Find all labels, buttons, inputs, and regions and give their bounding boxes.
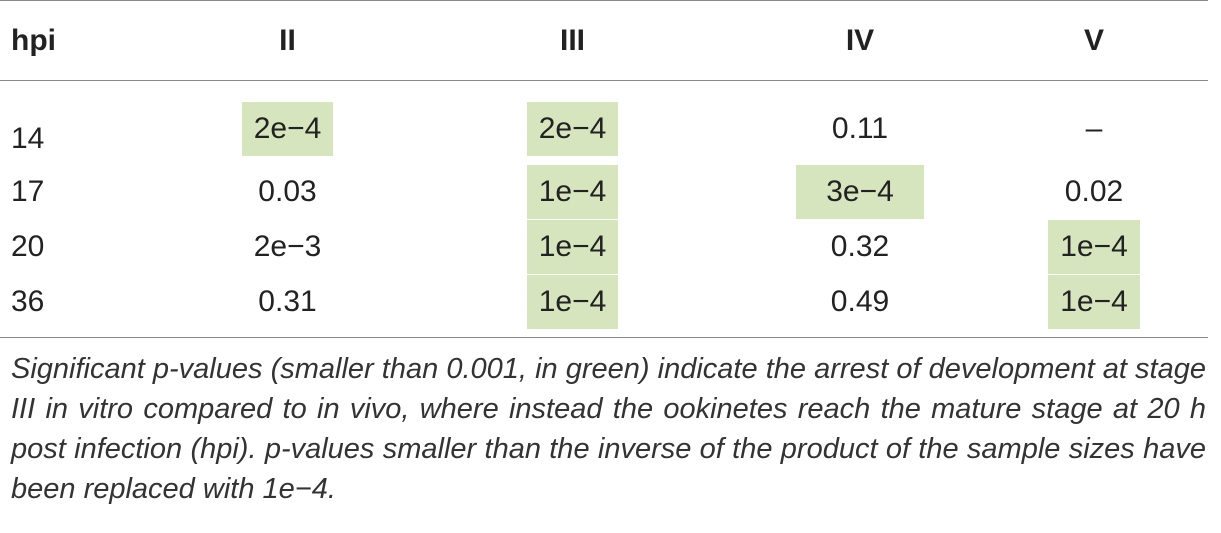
cell-value: 0.32 [830, 230, 890, 263]
table-cell: 2e−4 [170, 81, 405, 165]
table-footnote: Significant p-values (smaller than 0.001… [11, 352, 1206, 505]
table-cell: 0.32 [740, 220, 980, 275]
column-header-stage-ii: II [170, 0, 405, 81]
cell-value-significant: 3e−4 [796, 165, 924, 219]
table-cell: 0.03 [170, 165, 405, 220]
cell-value: 0.31 [258, 284, 317, 318]
cell-value: 0.03 [258, 175, 317, 208]
table-cell: – [980, 81, 1208, 165]
column-header-hpi: hpi [0, 0, 170, 81]
header-row: hpi II III IV V [0, 0, 1208, 81]
cell-value-significant: 1e−4 [526, 165, 619, 219]
cell-value: 2e−3 [253, 230, 322, 263]
table-cell: 1e−4 [980, 220, 1208, 275]
table-cell: 0.11 [740, 81, 980, 165]
column-header-stage-iii: III [405, 0, 740, 81]
table-cell: 3e−4 [740, 165, 980, 220]
table-cell: 0.02 [980, 165, 1208, 220]
row-label-hpi: 14 [11, 121, 45, 155]
cell-value: – [1085, 111, 1103, 145]
table-row: 20 2e−3 1e−4 0.32 1e−4 [0, 220, 1208, 275]
p-value-table: hpi II III IV V 14 2e−4 2e−4 0.11 – 17 0… [0, 0, 1208, 338]
cell-value-significant: 1e−4 [526, 220, 619, 274]
cell-value: 0.02 [1064, 175, 1124, 208]
cell-value-significant: 2e−4 [526, 101, 619, 156]
cell-value-significant: 2e−4 [241, 101, 334, 156]
table-cell: 0.31 [170, 274, 405, 338]
table-body: 14 2e−4 2e−4 0.11 – 17 0.03 1e−4 3e−4 0.… [0, 81, 1208, 338]
table-header: hpi II III IV V [0, 0, 1208, 81]
table-cell: 1e−4 [405, 274, 740, 338]
row-label-hpi: 36 [0, 274, 170, 338]
cell-value-significant: 1e−4 [526, 274, 619, 329]
row-label-hpi: 20 [11, 230, 45, 263]
table-figure: hpi II III IV V 14 2e−4 2e−4 0.11 – 17 0… [0, 0, 1208, 505]
table-row: 36 0.31 1e−4 0.49 1e−4 [0, 274, 1208, 338]
cell-value: 0.49 [830, 284, 890, 318]
table-cell: 1e−4 [405, 220, 740, 275]
cell-value: 0.11 [831, 111, 889, 145]
column-header-stage-v: V [980, 0, 1208, 81]
table-cell: 2e−4 [405, 81, 740, 165]
table-cell: 2e−3 [170, 220, 405, 275]
row-label-hpi: 17 [11, 175, 45, 208]
cell-value-significant: 1e−4 [1048, 274, 1140, 329]
table-cell: 0.49 [740, 274, 980, 338]
table-cell: 1e−4 [405, 165, 740, 220]
column-header-stage-iv: IV [740, 0, 980, 81]
table-row: 17 0.03 1e−4 3e−4 0.02 [0, 165, 1208, 220]
table-row: 14 2e−4 2e−4 0.11 – [0, 81, 1208, 165]
cell-value-significant: 1e−4 [1048, 220, 1140, 274]
table-cell: 1e−4 [980, 274, 1208, 338]
